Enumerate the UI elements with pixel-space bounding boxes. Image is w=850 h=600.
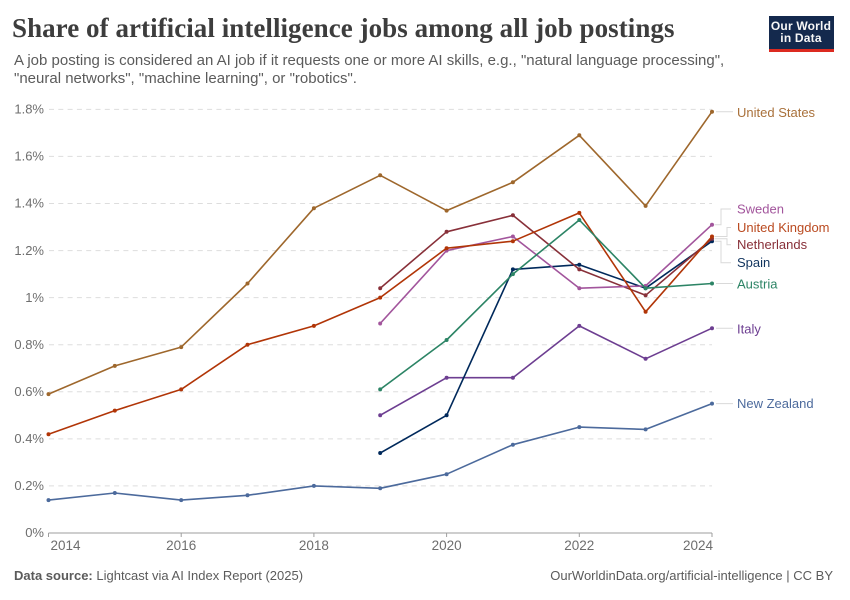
svg-text:New Zealand: New Zealand — [737, 396, 814, 411]
svg-text:0.4%: 0.4% — [14, 431, 44, 446]
svg-text:Sweden: Sweden — [737, 202, 784, 217]
svg-text:Italy: Italy — [737, 321, 761, 336]
svg-text:1.8%: 1.8% — [14, 102, 44, 117]
svg-text:2018: 2018 — [299, 538, 329, 553]
svg-text:0%: 0% — [25, 525, 44, 540]
svg-text:1.2%: 1.2% — [14, 243, 44, 258]
svg-text:2016: 2016 — [166, 538, 196, 553]
svg-text:1.4%: 1.4% — [14, 196, 44, 211]
svg-text:0.2%: 0.2% — [14, 478, 44, 493]
svg-text:United Kingdom: United Kingdom — [737, 220, 830, 235]
svg-text:Netherlands: Netherlands — [737, 237, 808, 252]
svg-text:2020: 2020 — [432, 538, 462, 553]
svg-text:2024: 2024 — [683, 538, 714, 553]
svg-text:Austria: Austria — [737, 277, 778, 292]
svg-text:Spain: Spain — [737, 255, 770, 270]
svg-text:2014: 2014 — [51, 538, 82, 553]
svg-text:United States: United States — [737, 105, 816, 120]
svg-text:2022: 2022 — [564, 538, 594, 553]
svg-text:0.6%: 0.6% — [14, 384, 44, 399]
svg-text:1%: 1% — [25, 290, 44, 305]
svg-text:1.6%: 1.6% — [14, 149, 44, 164]
svg-text:0.8%: 0.8% — [14, 337, 44, 352]
